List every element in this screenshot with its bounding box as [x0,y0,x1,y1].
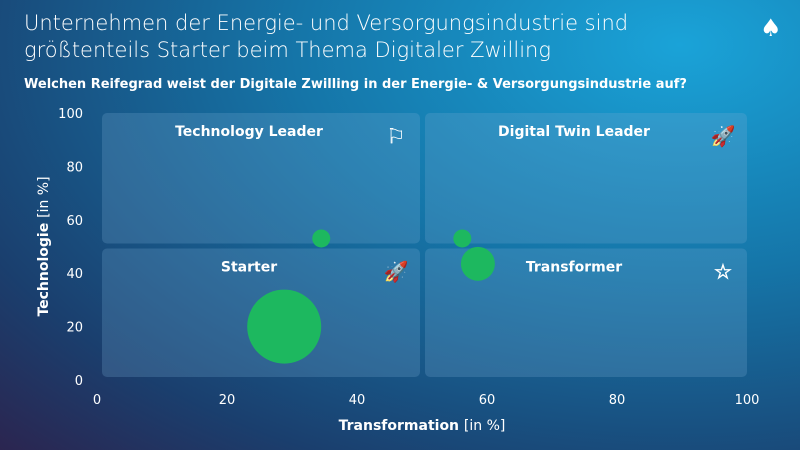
y-tick-label: 0 [75,374,83,389]
x-tick-label: 60 [479,393,496,408]
brand-logo-icon: ♠ [760,14,782,42]
chart-subtitle: Welchen Reifegrad weist der Digitale Zwi… [24,77,687,92]
slide-title: Unternehmen der Energie- und Versorgungs… [24,10,724,64]
person-star-icon: ☆ [714,260,732,284]
y-axis-label: Technologie [in %] [36,176,52,316]
quadrant-digital-twin-leader [425,113,747,244]
rocket-flying-icon: 🚀 [711,124,736,148]
y-tick-label: 40 [66,267,83,282]
quadrant-technology-leader [102,113,420,244]
quadrant-transformer [425,248,747,377]
bubble [453,229,472,248]
bubble [312,229,331,248]
y-tick-label: 60 [66,214,83,229]
x-tick-label: 100 [735,393,760,408]
presenter-flag-icon: ⚑ [387,124,405,148]
x-tick-label: 20 [219,393,236,408]
title-line-1: Unternehmen der Energie- und Versorgungs… [24,11,629,35]
title-line-2: größtenteils Starter beim Thema Digitale… [24,38,551,62]
x-tick-label: 40 [349,393,366,408]
x-tick-label: 0 [93,393,101,408]
quadrant-label: Transformer [526,260,622,276]
bubble [460,246,495,281]
quadrant-label: Digital Twin Leader [498,124,650,140]
y-tick-label: 80 [66,160,83,175]
y-tick-label: 20 [66,321,83,336]
rocket-launch-icon: 🚀 [384,260,409,284]
x-tick-label: 80 [609,393,626,408]
quadrant-label: Starter [221,260,277,276]
quadrant-label: Technology Leader [175,124,323,140]
bubble [247,289,322,364]
y-tick-label: 100 [58,107,83,122]
x-axis-label: Transformation [in %] [339,418,506,434]
